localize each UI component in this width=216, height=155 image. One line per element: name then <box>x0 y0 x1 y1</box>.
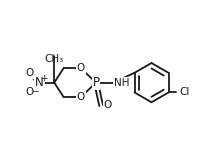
Text: O: O <box>76 63 85 73</box>
Text: Cl: Cl <box>180 87 190 97</box>
Text: CH₃: CH₃ <box>45 54 64 64</box>
Text: O: O <box>25 68 34 78</box>
Text: P: P <box>92 76 100 89</box>
Text: O: O <box>104 100 112 110</box>
Text: −: − <box>30 86 38 95</box>
Text: O: O <box>25 87 34 97</box>
Text: +: + <box>40 74 48 83</box>
Text: O: O <box>76 92 85 102</box>
Text: NH: NH <box>114 78 129 88</box>
Text: N: N <box>35 76 44 89</box>
